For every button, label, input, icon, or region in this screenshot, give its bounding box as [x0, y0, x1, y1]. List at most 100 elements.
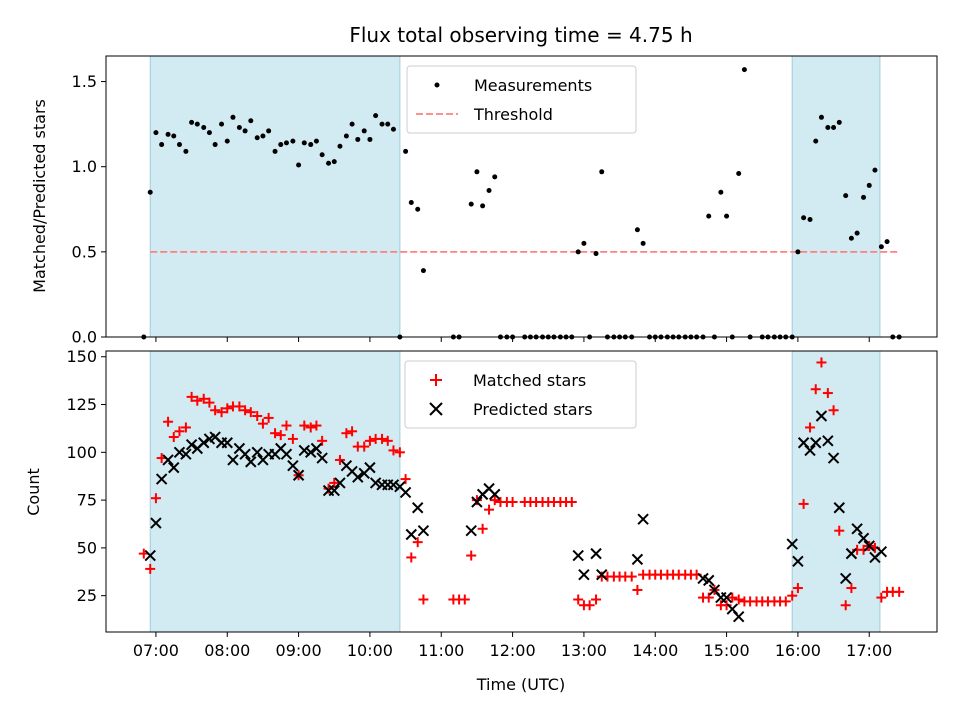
measurement-point — [848, 235, 854, 241]
measurement-point — [486, 188, 492, 194]
predicted-stars-point — [412, 502, 424, 514]
matched-stars-point — [270, 428, 281, 439]
matched-stars-point — [507, 497, 518, 508]
matched-stars-point — [834, 525, 845, 536]
predicted-stars-point — [815, 410, 828, 422]
matched-stars-point — [234, 401, 245, 412]
matched-stars-point — [573, 594, 584, 605]
matched-stars-point — [394, 447, 405, 458]
measurement-point — [219, 121, 225, 127]
top-axes-frame — [105, 55, 938, 338]
measurement-point — [385, 121, 391, 127]
measurement-point — [278, 142, 284, 148]
matched-stars-legend-marker — [430, 374, 442, 386]
measurement-point — [367, 136, 373, 142]
measurement-point — [807, 216, 813, 222]
shaded-interval-1 — [791, 55, 881, 338]
predicted-stars-point — [298, 444, 311, 457]
measurement-point — [634, 227, 640, 233]
matched-stars-point — [727, 592, 738, 603]
predicted-stars-point — [305, 446, 317, 459]
top-y-ticks: 0.0 0.5 1.0 1.5 — [72, 72, 106, 347]
predicted-stars-point — [387, 479, 400, 491]
measurement-point — [153, 130, 159, 136]
y-tick-label: 0.5 — [72, 242, 97, 261]
matched-stars-point — [317, 435, 328, 446]
measurement-point — [825, 125, 831, 131]
matched-stars-point — [145, 563, 156, 574]
predicted-stars-point — [471, 496, 483, 508]
matched-stars-point — [894, 586, 905, 597]
predicted-stars-point — [328, 484, 340, 497]
predicted-stars-point — [857, 532, 870, 545]
matched-stars-point — [626, 571, 637, 582]
matched-stars-point — [459, 594, 470, 605]
measurement-point — [741, 67, 747, 73]
predicted-stars-legend-label: Predicted stars — [473, 400, 593, 419]
matched-stars-point — [287, 433, 298, 444]
measurement-point — [283, 140, 289, 146]
bottom-axes-frame — [105, 350, 938, 633]
predicted-stars-point — [352, 471, 364, 483]
predicted-stars-point — [596, 568, 608, 581]
measurement-point — [248, 118, 254, 124]
matched-stars-point — [810, 384, 821, 395]
y-tick-label: 75 — [77, 491, 97, 510]
matched-stars-point — [299, 420, 310, 431]
matched-stars-point — [275, 430, 286, 441]
y-tick-label: 1.0 — [72, 157, 97, 176]
predicted-stars-point — [839, 572, 852, 585]
matched-stars-point — [792, 583, 803, 594]
predicted-stars-point — [405, 528, 418, 541]
measurement-point — [861, 194, 867, 200]
predicted-stars-point — [180, 448, 192, 460]
matched-stars-point — [347, 426, 358, 437]
matched-stars-point — [257, 418, 268, 429]
chart-title: Flux total observing time = 4.75 h — [349, 23, 692, 47]
measurement-point — [326, 160, 332, 166]
measurement-point — [183, 148, 189, 154]
predicted-stars-point — [334, 477, 346, 489]
predicted-stars-point — [637, 513, 649, 525]
predicted-stars-point — [786, 538, 798, 550]
y-tick-label: 1.5 — [72, 72, 97, 91]
matched-stars-point — [780, 596, 791, 607]
matched-stars-point — [412, 537, 423, 548]
matched-stars-point — [733, 594, 744, 605]
predicted-stars-point — [875, 546, 888, 558]
measurement-point — [236, 125, 242, 131]
matched-stars-point — [192, 395, 203, 406]
measurement-point — [313, 138, 319, 144]
y-tick-label: 150 — [66, 347, 97, 366]
matched-stars-point — [311, 420, 322, 431]
matched-stars-point — [787, 590, 798, 601]
matched-stars-point — [204, 397, 215, 408]
matched-stars-point — [222, 403, 233, 414]
matched-stars-point — [721, 600, 732, 611]
x-tick-label: 15:00 — [704, 641, 750, 660]
y-tick-label: 125 — [66, 395, 97, 414]
predicted-stars-point — [239, 448, 251, 460]
x-tick-label: 10:00 — [347, 641, 393, 660]
measurement-point — [492, 174, 498, 180]
matched-stars-point — [281, 420, 292, 431]
matched-stars-point — [846, 583, 857, 594]
predicted-stars-point — [399, 486, 412, 499]
measurement-point — [379, 121, 385, 127]
measurement-point — [308, 142, 314, 148]
matched-stars-point — [703, 592, 714, 603]
predicted-stars-point — [578, 568, 590, 581]
predicted-stars-point — [822, 435, 834, 447]
shaded-interval-1 — [791, 350, 881, 633]
matched-stars-point — [566, 497, 577, 508]
predicted-stars-point — [251, 446, 263, 459]
measurement-point — [194, 121, 200, 127]
measurement-point — [290, 138, 296, 144]
measurement-point — [242, 128, 248, 134]
top-y-axis-label: Matched/Predicted stars — [30, 99, 49, 293]
bottom-y-axis-label: Count — [24, 468, 43, 516]
predicted-stars-point — [863, 540, 875, 552]
bottom-data-points — [138, 357, 905, 623]
x-tick-label: 12:00 — [490, 641, 536, 660]
matched-stars-point — [489, 495, 500, 506]
